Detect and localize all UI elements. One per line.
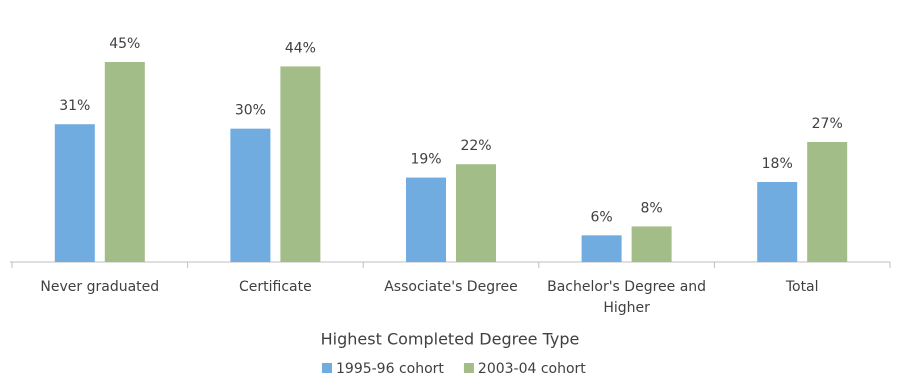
bar [631, 226, 672, 262]
legend-swatch [463, 363, 474, 373]
x-tick-label: Total [785, 279, 819, 295]
x-tick-label: Associate's Degree [384, 279, 518, 295]
data-label: 22% [460, 138, 491, 154]
bar [230, 128, 271, 262]
bar [54, 124, 95, 262]
data-label: 8% [640, 200, 662, 216]
bar [581, 235, 622, 262]
bar [757, 182, 798, 262]
legend-swatch [322, 363, 332, 373]
bar [406, 177, 446, 262]
data-label: 19% [410, 152, 441, 168]
data-label: 30% [235, 103, 266, 119]
x-tick-label: Certificate [239, 279, 312, 295]
legend-label: 2003-04 cohort [478, 361, 586, 377]
data-label: 18% [762, 156, 793, 172]
bar [280, 66, 321, 262]
x-tick-label: Never graduated [40, 279, 160, 295]
bar [456, 164, 496, 262]
x-axis-title: Highest Completed Degree Type [321, 330, 580, 349]
bar [807, 142, 848, 262]
x-tick-label: Bachelor's Degree and Higher [547, 279, 707, 316]
data-label: 44% [285, 40, 316, 56]
data-label: 6% [590, 209, 612, 225]
bar [104, 62, 145, 262]
data-label: 27% [812, 116, 843, 132]
legend-label: 1995-96 cohort [336, 361, 444, 377]
data-label: 45% [109, 36, 140, 52]
data-label: 31% [59, 98, 90, 114]
